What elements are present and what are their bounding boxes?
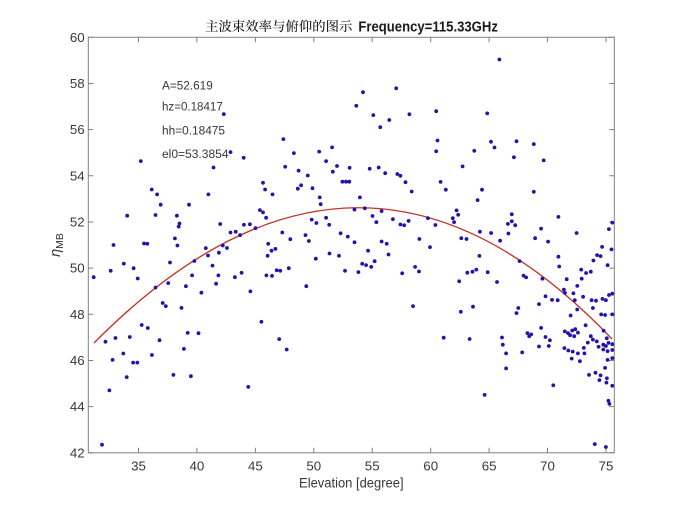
svg-text:50: 50 [306,458,321,473]
svg-text:52: 52 [70,215,85,230]
svg-text:60: 60 [423,458,438,473]
svg-text:A=52.619: A=52.619 [162,79,213,93]
svg-text:hh=0.18475: hh=0.18475 [162,124,225,138]
svg-text:44: 44 [70,399,85,414]
svg-text:40: 40 [190,458,205,473]
svg-text:el0=53.3854: el0=53.3854 [162,147,229,161]
svg-text:48: 48 [70,307,85,322]
svg-text:75: 75 [599,458,614,473]
svg-text:56: 56 [70,122,85,137]
svg-text:35: 35 [131,458,146,473]
svg-text:hz=0.18417: hz=0.18417 [162,100,223,114]
svg-text:42: 42 [70,445,85,460]
svg-text:Frequency=115.33GHz: Frequency=115.33GHz [358,20,498,36]
svg-text:54: 54 [70,168,85,183]
svg-text:45: 45 [248,458,263,473]
svg-text:60: 60 [70,30,85,45]
svg-text:58: 58 [70,76,85,91]
svg-text:50: 50 [70,261,85,276]
svg-text:46: 46 [70,353,85,368]
svg-text:Elevation [degree]: Elevation [degree] [299,475,404,491]
svg-text:70: 70 [540,458,555,473]
svg-text:65: 65 [482,458,497,473]
svg-text:55: 55 [365,458,380,473]
